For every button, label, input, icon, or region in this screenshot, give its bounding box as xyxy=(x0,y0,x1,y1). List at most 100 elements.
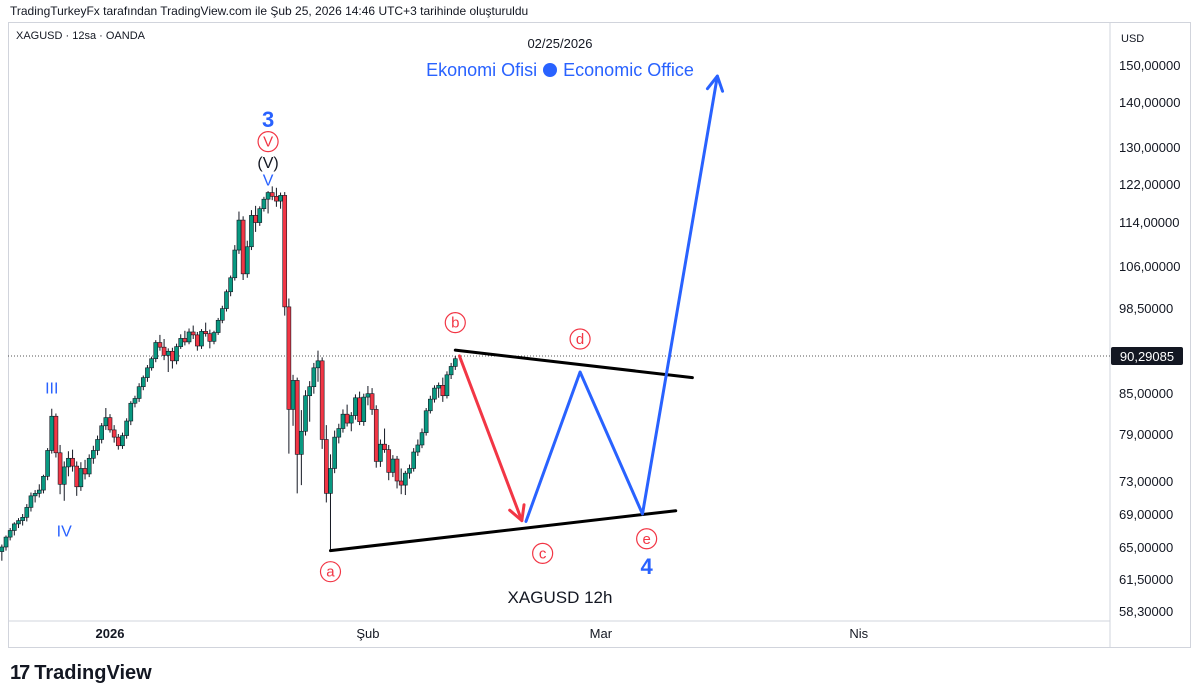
candle-body xyxy=(195,334,200,347)
candle-body xyxy=(336,428,342,438)
candle-body xyxy=(211,332,217,342)
price-tick-label: 114,00000 xyxy=(1119,215,1180,230)
candle-body xyxy=(107,417,113,431)
price-tick-label: 122,00000 xyxy=(1119,177,1180,192)
candle-body xyxy=(203,331,208,335)
candle-body xyxy=(120,435,125,447)
price-tick-label: 130,00000 xyxy=(1119,140,1180,155)
candle-body xyxy=(274,196,279,202)
projection-path-arrow xyxy=(524,74,719,523)
candle-body xyxy=(378,443,383,462)
wave-label: d xyxy=(576,331,584,348)
candle-body xyxy=(394,458,400,482)
candle-body xyxy=(361,396,367,423)
price-tick-label: 65,00000 xyxy=(1119,540,1173,555)
projection-down-arrow xyxy=(457,354,524,523)
price-tick-label: 106,00000 xyxy=(1119,259,1180,274)
wave-label: V xyxy=(263,134,273,151)
wave-label: 4 xyxy=(641,554,654,579)
candle-body xyxy=(3,536,9,548)
candle-body xyxy=(20,516,25,521)
candle-body xyxy=(61,466,67,485)
tradingview-logo[interactable]: 17 TradingView xyxy=(10,662,152,685)
triangle-upper-line xyxy=(453,348,694,380)
candle-body xyxy=(419,432,425,446)
candle-body xyxy=(41,475,46,491)
candle-body xyxy=(182,338,188,343)
candle-body xyxy=(373,409,379,462)
candle-body xyxy=(328,468,333,494)
candle-body xyxy=(303,395,308,432)
candle-body xyxy=(386,449,392,473)
candle-body xyxy=(49,415,55,451)
candle-body xyxy=(136,386,142,399)
wave-label: IV xyxy=(57,524,72,541)
candle-body xyxy=(319,360,325,440)
candle-body xyxy=(240,219,246,275)
candle-body xyxy=(149,358,154,369)
candle-body xyxy=(86,457,92,475)
candle-body xyxy=(324,439,329,494)
candle-body xyxy=(116,436,121,447)
candle-body xyxy=(299,430,304,455)
symbol-line: XAGUSD · 12sa · OANDA xyxy=(16,30,145,42)
candle-body xyxy=(0,546,5,552)
candle-body xyxy=(78,468,84,488)
candles xyxy=(0,186,458,561)
candle-body xyxy=(128,402,134,422)
candle-body xyxy=(265,192,271,200)
price-axis-unit: USD xyxy=(1121,33,1144,45)
candle-body xyxy=(161,346,167,356)
candle-body xyxy=(257,208,263,223)
price-tick-label: 140,00000 xyxy=(1119,95,1180,110)
candle-body xyxy=(369,393,375,410)
wave-label-circle xyxy=(257,131,279,153)
candle-body xyxy=(269,192,275,197)
price-tick-label: 69,00000 xyxy=(1119,507,1173,522)
candle-body xyxy=(178,338,184,347)
current-price-label: 90,29085 xyxy=(1120,349,1174,364)
wave-label: III xyxy=(45,380,58,397)
candle-body xyxy=(290,380,296,410)
candle-body xyxy=(16,520,21,525)
wave-label-circle xyxy=(636,528,658,550)
candle-body xyxy=(36,489,42,494)
price-tick-label: 98,50000 xyxy=(1119,301,1173,316)
date-stamp: 02/25/2026 xyxy=(527,36,593,51)
price-tick-label: 79,00000 xyxy=(1119,427,1173,442)
candle-body xyxy=(407,468,412,474)
candle-body xyxy=(220,308,225,321)
candle-body xyxy=(228,277,233,293)
projection-down-arrow-arrowhead xyxy=(508,503,526,523)
candle-body xyxy=(390,458,396,473)
candle-body xyxy=(232,249,238,279)
candle-body xyxy=(24,507,30,518)
watermark-dot-icon xyxy=(543,63,558,77)
wave-label-circle xyxy=(319,561,342,583)
time-tick-label: Şub xyxy=(356,626,379,641)
candle-body xyxy=(411,451,416,469)
candle-body xyxy=(332,436,337,469)
candle-body xyxy=(294,380,300,455)
candle-body xyxy=(53,415,59,454)
chart-frame xyxy=(8,22,1191,648)
candle-body xyxy=(66,457,71,468)
candle-body xyxy=(307,386,312,397)
candle-body xyxy=(436,385,441,389)
candle-body xyxy=(174,346,179,362)
candle-body xyxy=(353,397,358,416)
chart-caption: XAGUSD 12h xyxy=(508,588,613,607)
wave-label: c xyxy=(539,545,547,562)
wave-label: V xyxy=(263,172,274,189)
candle-body xyxy=(452,358,458,367)
tradingview-logo-icon: 17 xyxy=(10,662,30,684)
candle-body xyxy=(45,450,50,477)
candle-body xyxy=(403,472,408,486)
candle-body xyxy=(57,452,63,485)
candle-body xyxy=(12,523,17,531)
candle-body xyxy=(415,444,421,453)
price-tick-label: 61,50000 xyxy=(1119,572,1173,587)
candle-body xyxy=(244,246,250,275)
watermark-left: Ekonomi Ofisi xyxy=(426,60,538,80)
